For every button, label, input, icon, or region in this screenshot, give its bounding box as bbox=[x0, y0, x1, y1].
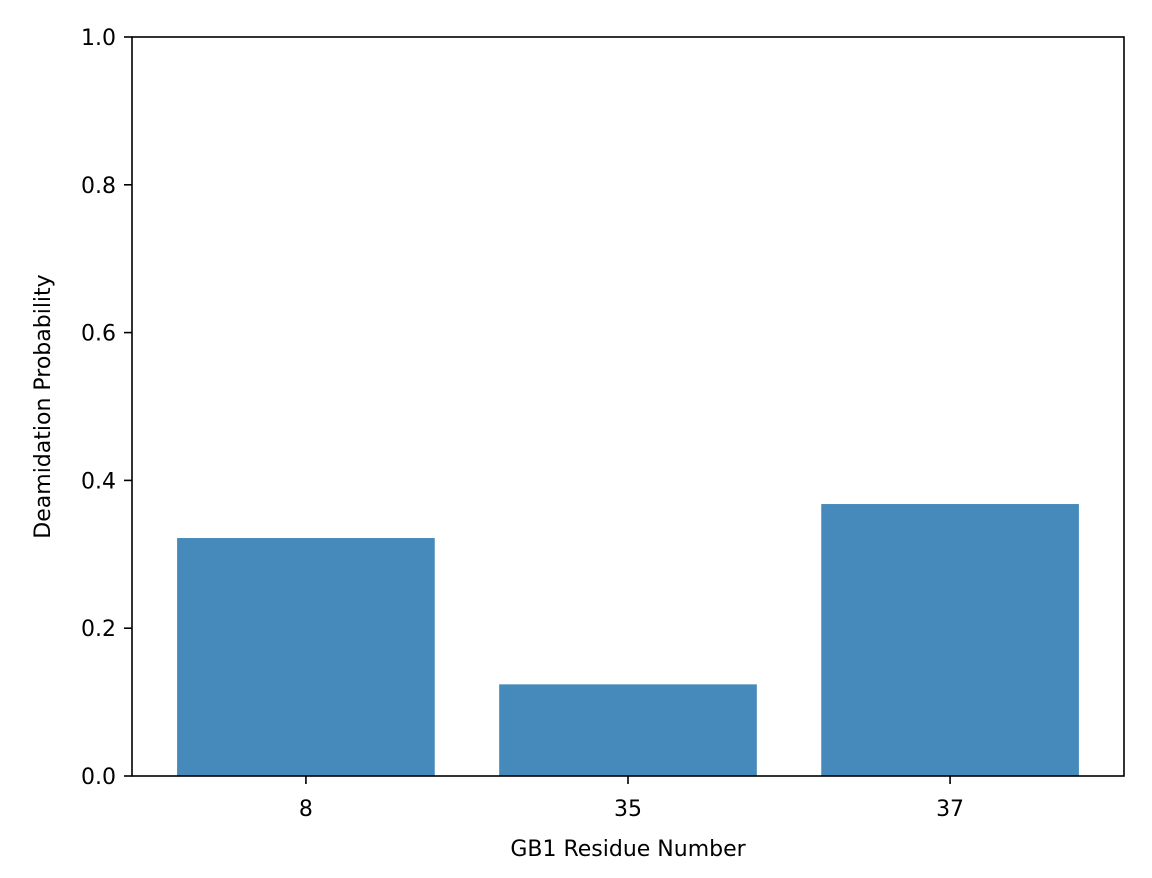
y-tick-label: 0.0 bbox=[81, 765, 116, 790]
bar-37 bbox=[821, 504, 1079, 776]
y-tick-label: 0.8 bbox=[81, 174, 116, 199]
bars-group bbox=[177, 504, 1079, 776]
x-axis-label: GB1 Residue Number bbox=[510, 837, 746, 862]
y-tick-label: 0.4 bbox=[81, 469, 116, 494]
y-tick-label: 0.2 bbox=[81, 617, 116, 642]
x-tick-label: 37 bbox=[936, 797, 964, 822]
x-axis-ticks: 8 35 37 bbox=[299, 776, 964, 822]
plot-frame bbox=[131, 36, 1125, 777]
y-axis-ticks: 0.0 0.2 0.4 0.6 0.8 1.0 bbox=[81, 26, 132, 790]
y-tick-label: 1.0 bbox=[81, 26, 116, 51]
bar-35 bbox=[499, 684, 757, 776]
x-tick-label: 8 bbox=[299, 797, 313, 822]
y-tick-label: 0.6 bbox=[81, 322, 116, 347]
x-tick-label: 35 bbox=[614, 797, 642, 822]
y-axis-label: Deamidation Probability bbox=[31, 274, 56, 538]
bar-8 bbox=[177, 538, 435, 776]
